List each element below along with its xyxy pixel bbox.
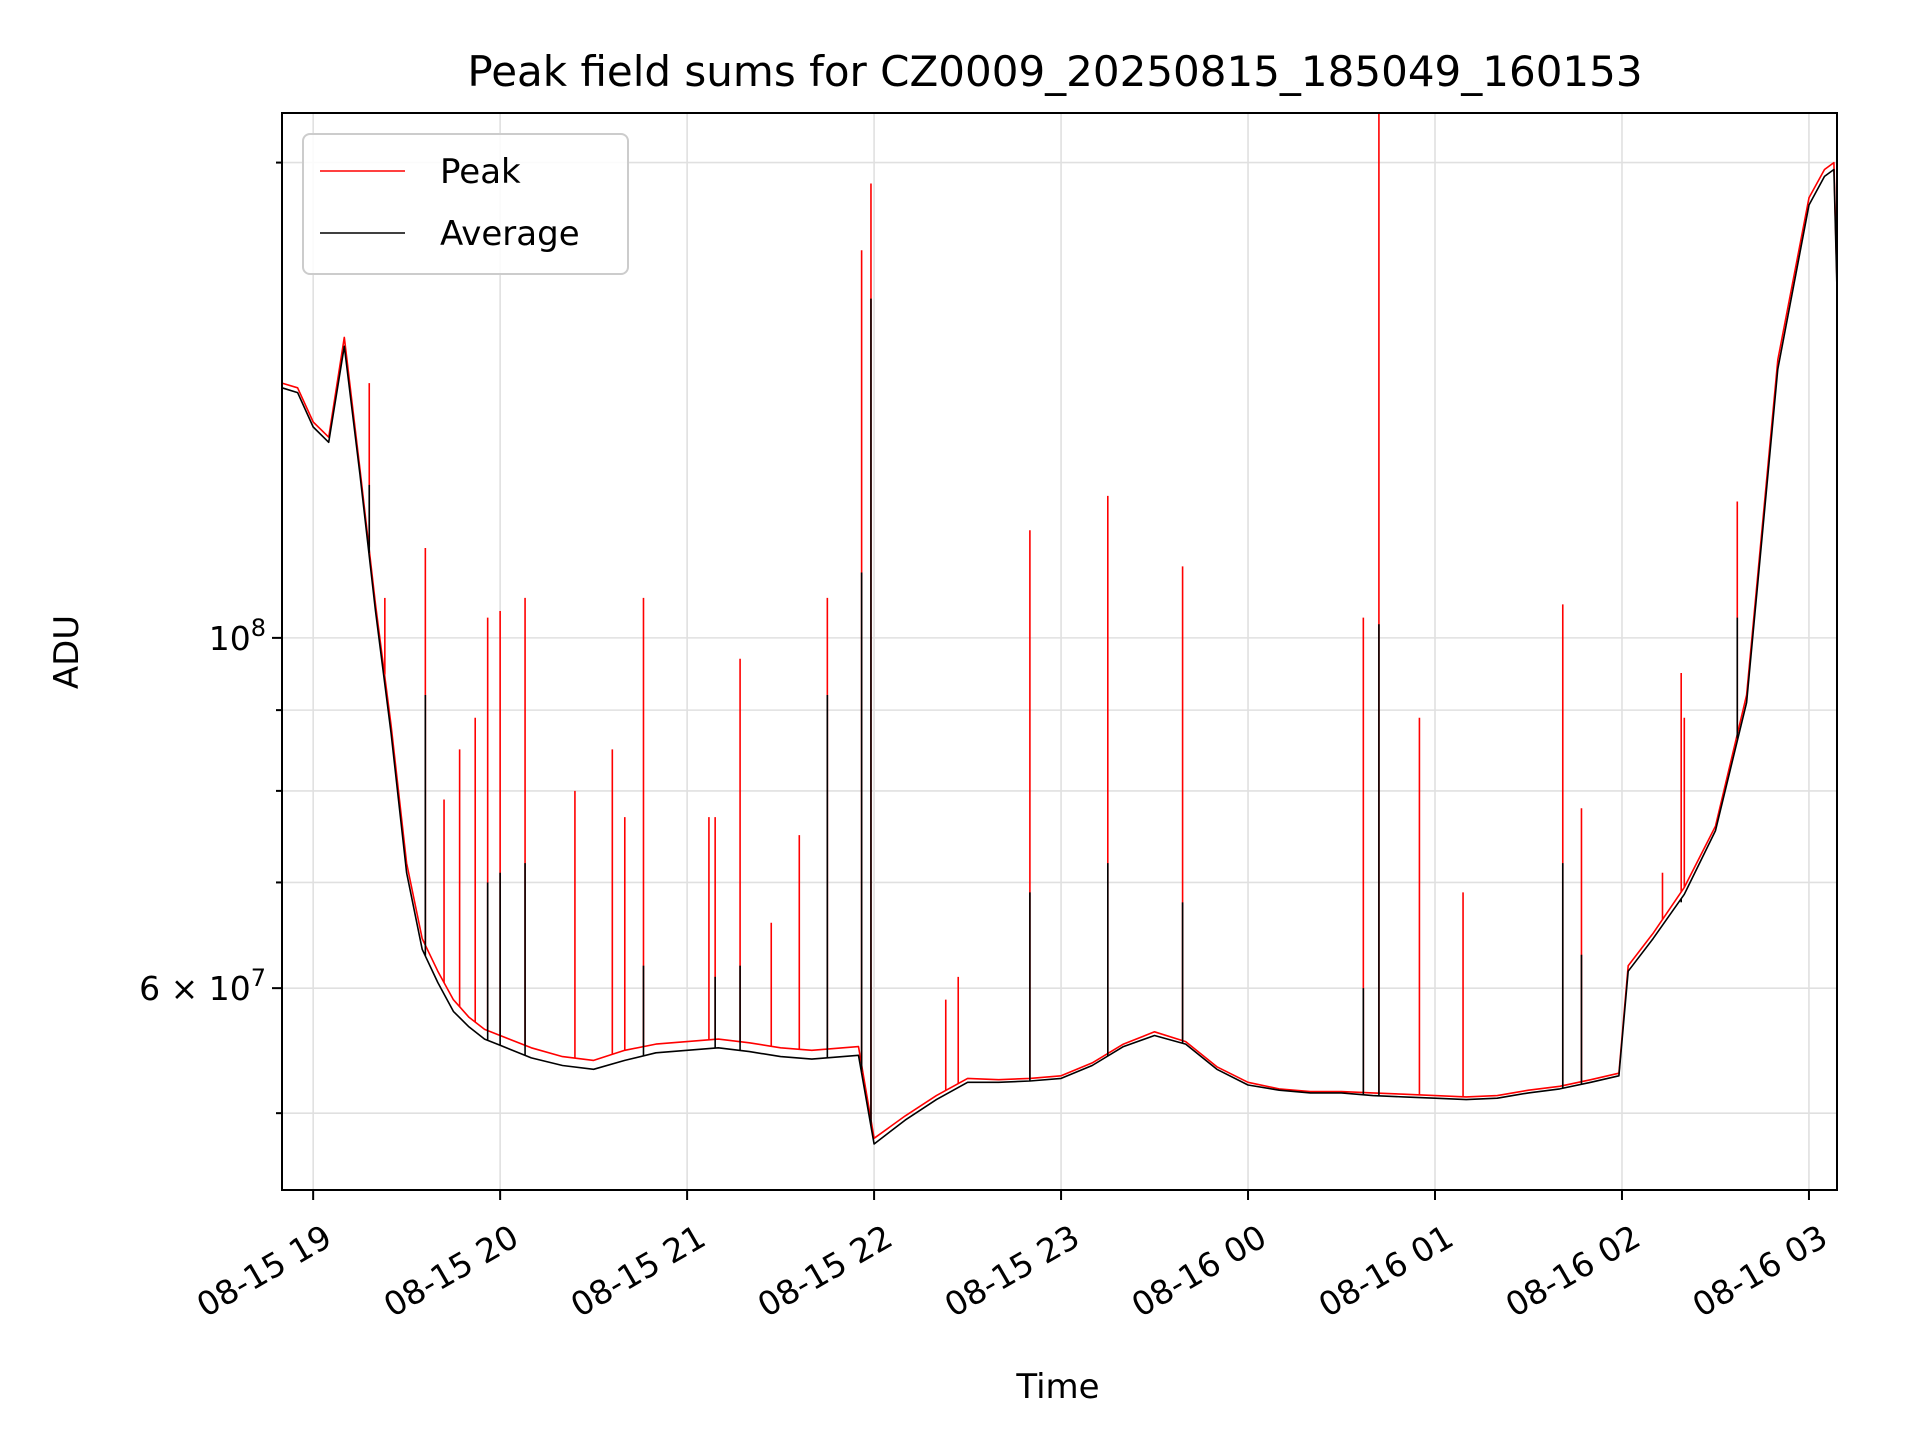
- grid: [282, 113, 1837, 1190]
- y-tick-label: 108: [209, 614, 266, 658]
- legend-box: [302, 133, 629, 275]
- series-lines: [281, 113, 1838, 1145]
- y-axis-label: ADU: [47, 615, 87, 689]
- legend-label-peak: Peak: [440, 152, 521, 192]
- chart-title: Peak field sums for CZ0009_20250815_1850…: [467, 47, 1642, 96]
- legend-label-average: Average: [440, 214, 580, 254]
- plot-frame: [281, 112, 1838, 1191]
- y-tick-label: 6 × 107: [139, 964, 266, 1008]
- x-axis-label: Time: [1015, 1367, 1099, 1407]
- series-line-average: [281, 168, 1838, 1145]
- legend: Peak Average: [302, 133, 629, 275]
